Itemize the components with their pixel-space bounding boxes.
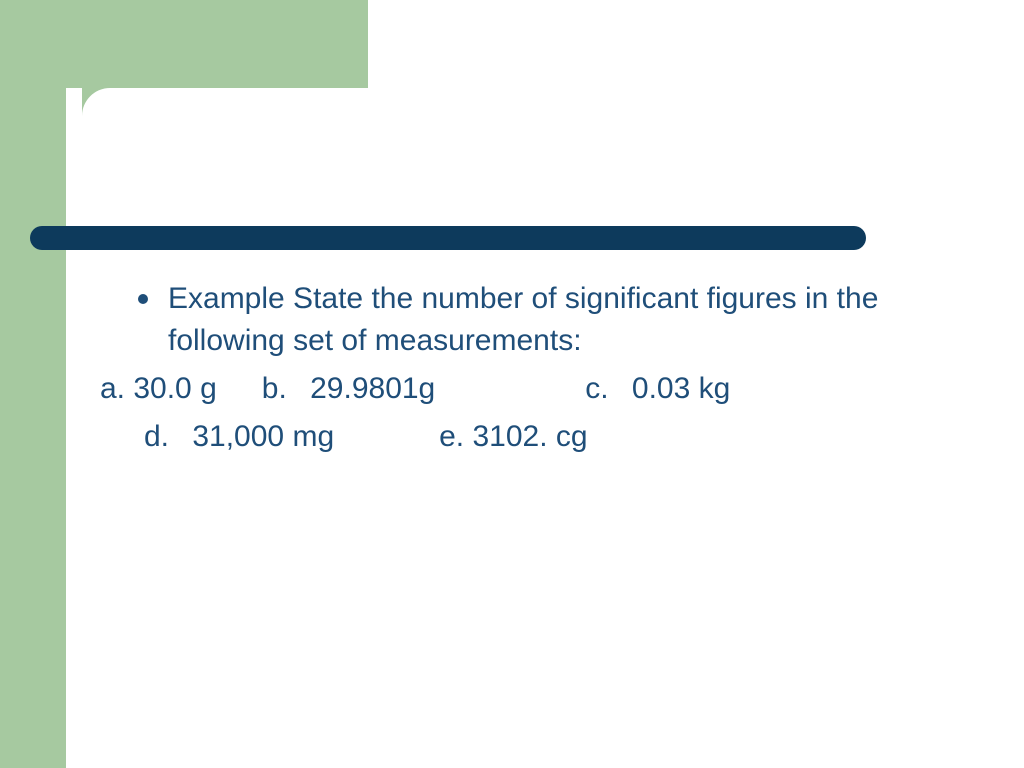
horizontal-title-bar xyxy=(30,226,866,250)
body-line-2-text: d. 31,000 mg e. 3102. cg xyxy=(144,420,588,453)
left-accent-strip xyxy=(0,0,66,768)
top-accent-block xyxy=(66,0,368,88)
body-line-1: a. 30.0 g b. 29.9801g c. 0.03 kg xyxy=(100,368,970,410)
bullet-item: Example State the number of significant … xyxy=(100,278,970,362)
content-area: Example State the number of significant … xyxy=(100,278,970,458)
bullet-text: Example State the number of significant … xyxy=(168,278,970,362)
bullet-marker xyxy=(138,294,148,304)
slide: Example State the number of significant … xyxy=(0,0,1024,768)
body-line-2: d. 31,000 mg e. 3102. cg xyxy=(100,416,970,458)
